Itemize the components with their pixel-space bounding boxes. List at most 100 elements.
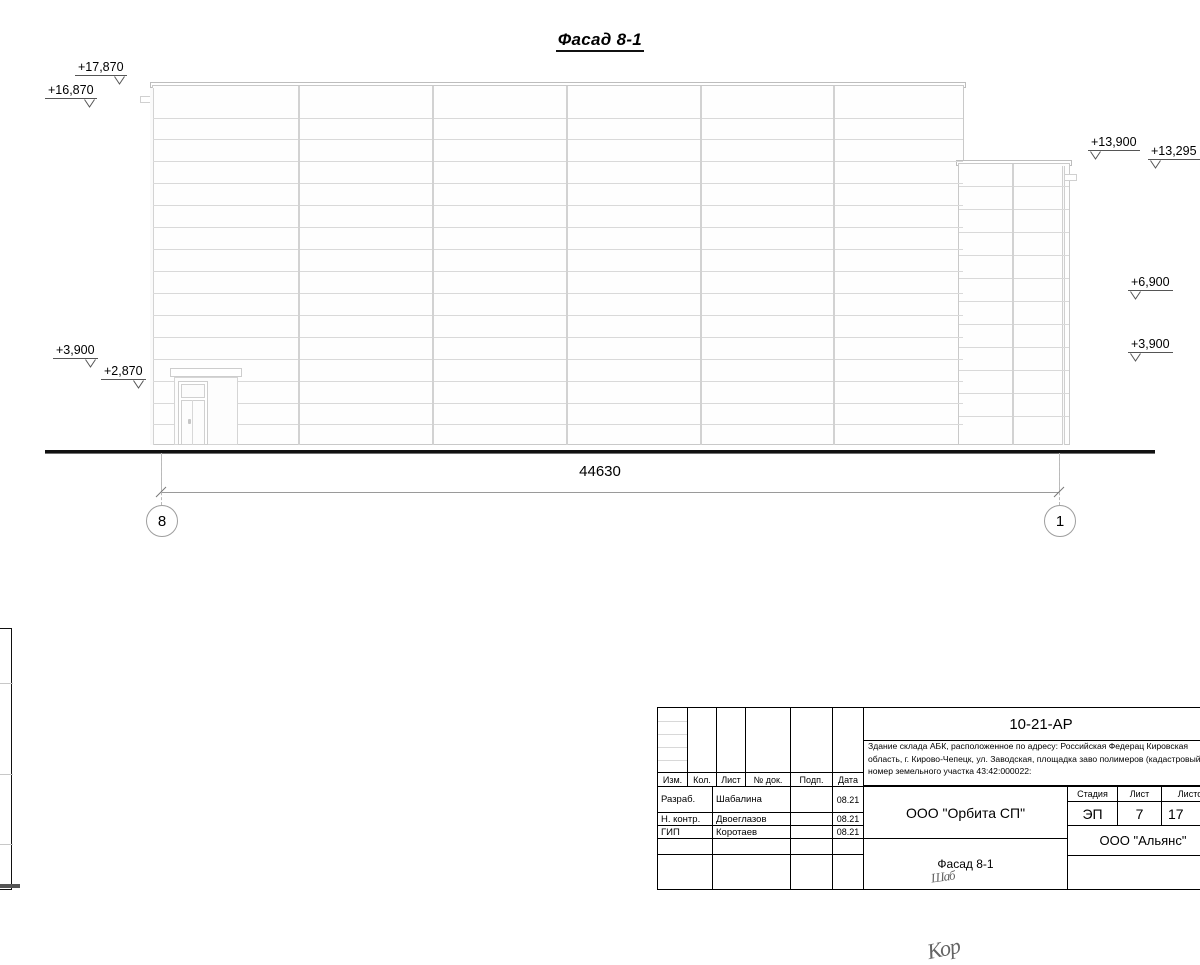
elevation-mark-2870: +2,870 <box>101 364 146 389</box>
page-title-text: Фасад 8-1 <box>555 30 645 52</box>
role-label-razrab: Разраб. <box>658 786 713 812</box>
role-name-text: Двоеглазов <box>716 813 767 825</box>
panel-band <box>153 249 963 250</box>
sheets-header: Листо <box>1162 786 1200 801</box>
panel-band <box>153 161 963 162</box>
column-line <box>566 86 568 445</box>
role-name-empty2 <box>713 854 791 889</box>
elevation-value: +13,295 <box>1151 144 1197 158</box>
rev-header-izm: Изм. <box>658 772 687 786</box>
sheets-value: 17 <box>1162 801 1200 825</box>
watermark <box>560 440 680 450</box>
door-mullion <box>192 400 193 445</box>
axis-bubble-8: 8 <box>146 505 178 537</box>
panel-band <box>153 183 963 184</box>
signature-razrab: Шаб <box>791 786 955 886</box>
panel-band <box>153 403 963 404</box>
axis-bubble-1: 1 <box>1044 505 1076 537</box>
date-empty1 <box>833 838 864 854</box>
dimension-value-wrap: 44630 <box>0 463 1200 480</box>
date-nkontr: 08.21 <box>833 812 864 825</box>
panel-band <box>959 370 1069 371</box>
panel-band <box>959 324 1069 325</box>
client-text: ООО "Альянс" <box>1099 833 1187 848</box>
left-wall-edge <box>150 88 154 445</box>
role-text: Н. контр. <box>661 813 701 825</box>
panel-band <box>153 424 963 425</box>
stage-value-text: ЭП <box>1082 805 1103 822</box>
panel-band <box>153 118 963 119</box>
panel-band <box>153 139 963 140</box>
project-description-text: Здание склада АБК, расположенное по адре… <box>868 741 1200 776</box>
client-empty-cell <box>1068 855 1200 889</box>
elevation-arrow-icon <box>83 99 95 108</box>
panel-band <box>959 393 1069 394</box>
client-cell: ООО "Альянс" <box>1068 825 1200 855</box>
stage-header-text: Стадия <box>1077 789 1108 799</box>
signature-gip: Кор <box>791 825 962 964</box>
role-label-empty2 <box>658 854 713 889</box>
sheet-name-cell: Фасад 8-1 <box>864 838 1068 889</box>
panel-band <box>153 205 963 206</box>
elevation-arrow-icon <box>113 76 125 85</box>
signature-nkontr <box>791 812 833 825</box>
role-text: Разраб. <box>661 794 696 805</box>
elevation-arrow-icon <box>1090 151 1101 160</box>
role-label-gip: ГИП <box>658 825 713 838</box>
stage-value: ЭП <box>1068 801 1118 825</box>
date-text: 08.21 <box>836 794 860 805</box>
project-code: 10-21-АР <box>864 708 1200 741</box>
sheet-name-text: Фасад 8-1 <box>937 857 994 871</box>
signature-mark: Кор <box>924 932 962 965</box>
organization-text: ООО "Орбита СП" <box>905 804 1026 821</box>
panel-band <box>959 278 1069 279</box>
sheet-value-text: 7 <box>1135 805 1144 822</box>
drawing-sheet: Фасад 8-1 <box>0 30 1200 964</box>
column-line <box>700 86 702 445</box>
page-title: Фасад 8-1 <box>0 30 1200 52</box>
door-leaf <box>181 400 205 445</box>
date-gip: 08.21 <box>833 825 864 838</box>
sheet-header-text: Лист <box>1129 789 1150 799</box>
column-line <box>432 86 434 445</box>
elevation-value: +3,900 <box>56 343 95 357</box>
rev-header-kol: Кол. <box>688 772 716 786</box>
dimension-value: 44630 <box>579 463 621 480</box>
column-line <box>833 86 835 445</box>
elevation-mark-6900: +6,900 <box>1128 275 1173 300</box>
panel-band <box>153 337 963 338</box>
panel-band <box>959 232 1069 233</box>
panel-band <box>959 416 1069 417</box>
elevation-arrow-icon <box>1130 353 1141 362</box>
role-name-text: Коротаев <box>716 826 758 838</box>
panel-band <box>153 359 963 360</box>
role-name-gip: Коротаев <box>713 825 791 838</box>
elevation-mark-3900-right: +3,900 <box>1128 337 1173 362</box>
sheets-value-text: 17 <box>1168 805 1184 822</box>
right-roof-detail <box>1064 174 1077 181</box>
stage-header: Стадия <box>1068 786 1118 801</box>
dimension-line <box>161 492 1059 493</box>
panel-band <box>959 301 1069 302</box>
elevation-value: +17,870 <box>78 60 124 74</box>
rev-header-list: Лист <box>717 772 745 786</box>
role-label-empty1 <box>658 838 713 854</box>
axis-label: 8 <box>157 512 167 530</box>
elevation-arrow-icon <box>132 380 144 389</box>
panel-band <box>153 271 963 272</box>
role-name-razrab: Шабалина <box>713 786 791 812</box>
elevation-value: +2,870 <box>104 364 143 378</box>
date-empty2 <box>833 854 864 889</box>
elevation-mark-13900: +13,900 <box>1088 135 1140 160</box>
signature-empty2 <box>791 854 833 889</box>
date-razrab: 08.21 <box>833 786 864 812</box>
door-transom <box>181 384 205 398</box>
entrance-canopy <box>170 368 242 377</box>
axis-label: 1 <box>1055 512 1065 530</box>
ground-line-shadow <box>45 453 1155 454</box>
elevation-value: +16,870 <box>48 83 94 97</box>
panel-band <box>959 209 1069 210</box>
door-handle <box>188 419 191 424</box>
right-volume-corner <box>1062 166 1065 445</box>
panel-band <box>153 227 963 228</box>
